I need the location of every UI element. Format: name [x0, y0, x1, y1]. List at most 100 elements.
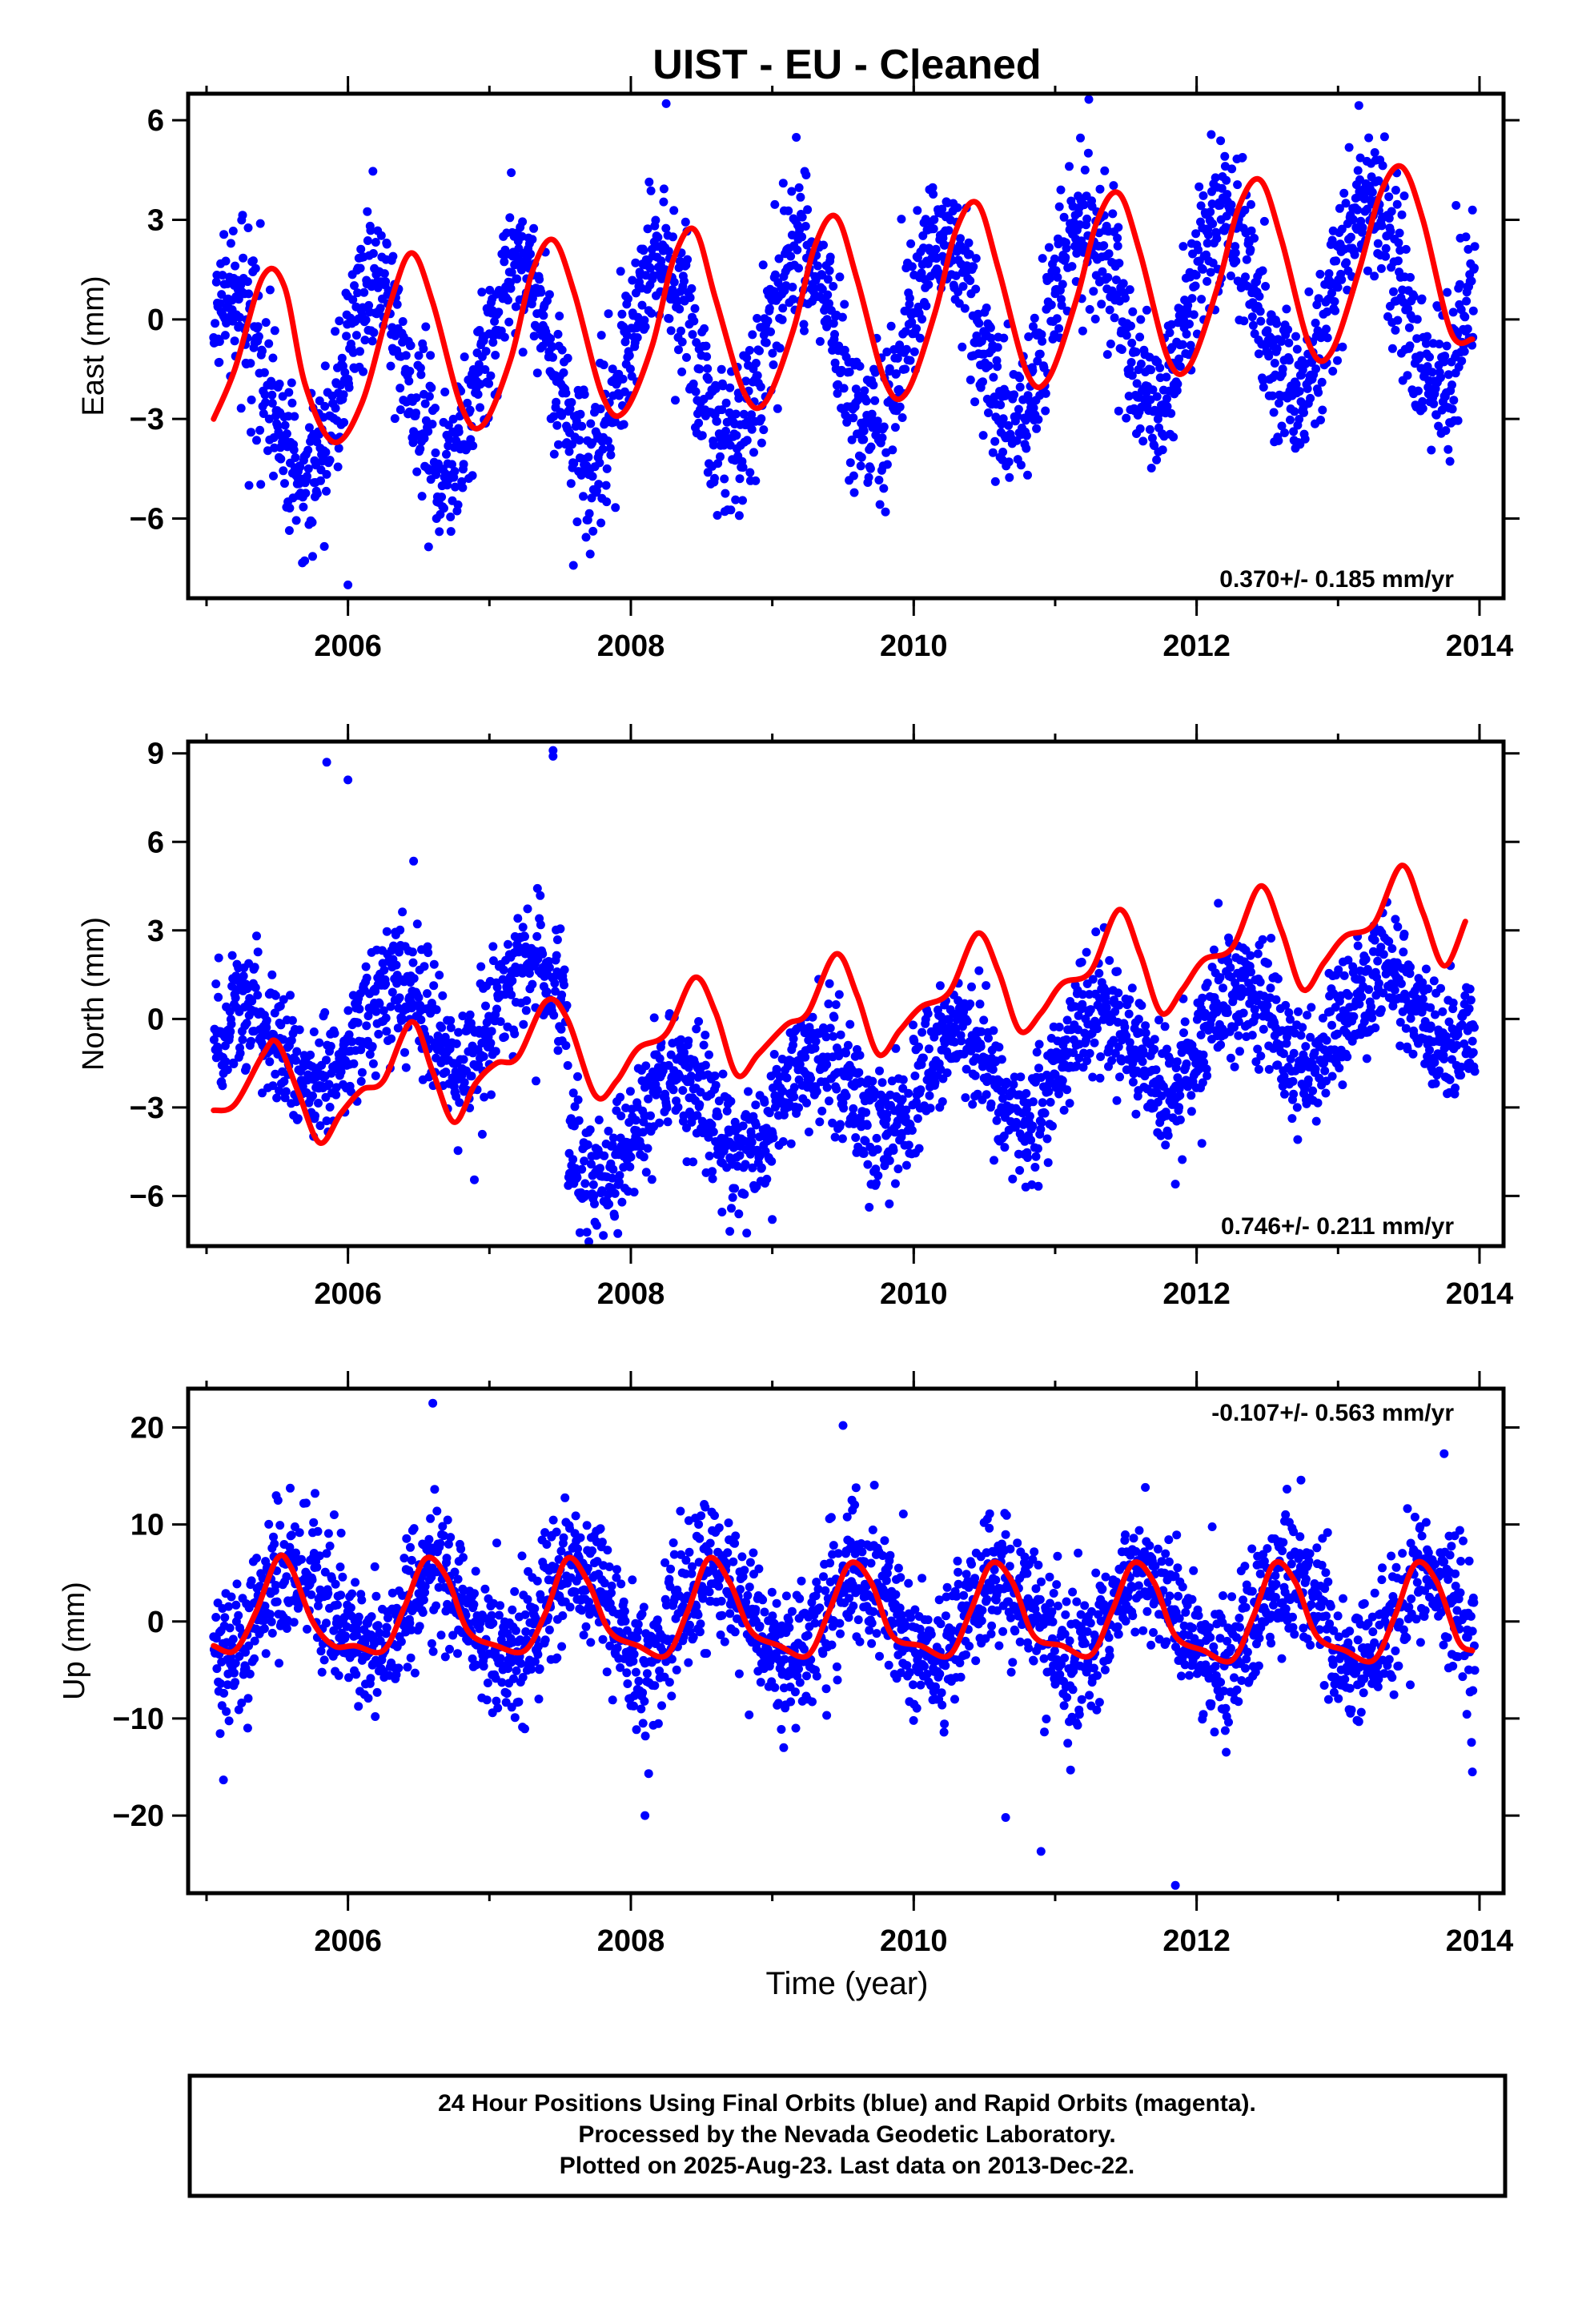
data-point	[1146, 365, 1156, 375]
data-point	[653, 232, 663, 242]
data-point	[239, 971, 248, 981]
data-point	[1113, 233, 1122, 243]
data-point	[625, 1087, 635, 1096]
data-point	[969, 262, 978, 271]
data-point	[406, 340, 416, 350]
data-point	[552, 951, 561, 960]
data-point	[567, 398, 576, 407]
data-point	[993, 362, 1002, 372]
data-point	[904, 1088, 913, 1098]
data-point	[1289, 1089, 1299, 1099]
data-point	[532, 1076, 540, 1086]
data-point	[875, 500, 885, 509]
data-point	[905, 293, 914, 303]
data-point	[1333, 356, 1342, 365]
data-point	[1089, 287, 1098, 296]
data-point	[1406, 963, 1415, 972]
data-point	[412, 393, 421, 403]
data-point	[549, 412, 559, 421]
data-point	[713, 1112, 723, 1120]
data-point	[359, 287, 369, 297]
data-point	[387, 987, 397, 997]
data-point	[964, 238, 974, 247]
data-point	[770, 199, 780, 209]
data-point	[1286, 415, 1295, 424]
data-point	[702, 352, 712, 361]
data-point	[1377, 221, 1387, 231]
data-point	[355, 263, 365, 273]
data-point	[641, 1168, 651, 1177]
data-point	[970, 397, 980, 407]
data-point	[560, 980, 568, 990]
data-point	[343, 1006, 353, 1015]
data-point	[1311, 364, 1321, 374]
data-point	[1269, 408, 1279, 417]
data-point	[264, 339, 274, 348]
data-point	[745, 346, 754, 355]
data-point	[331, 404, 340, 413]
data-point	[238, 1035, 247, 1044]
data-point	[626, 1152, 636, 1162]
data-point	[1163, 1131, 1173, 1140]
data-point	[374, 1029, 383, 1039]
data-point	[348, 348, 358, 357]
data-point	[1151, 1065, 1161, 1075]
data-point	[1429, 399, 1439, 408]
data-point	[1178, 1155, 1187, 1164]
data-point	[518, 217, 528, 227]
data-point	[830, 1132, 840, 1142]
data-point	[481, 1001, 490, 1011]
data-point	[473, 390, 483, 399]
data-point	[1189, 310, 1199, 320]
data-point	[247, 1036, 255, 1046]
data-point	[1425, 352, 1434, 362]
data-point	[1278, 364, 1287, 374]
data-point	[1333, 283, 1343, 292]
data-point	[1395, 228, 1404, 238]
data-point	[491, 1047, 500, 1056]
data-point	[757, 438, 766, 448]
data-point	[465, 405, 475, 415]
data-point	[1376, 1005, 1386, 1015]
data-point	[721, 398, 731, 408]
data-point	[353, 1018, 363, 1027]
data-point	[465, 1010, 475, 1019]
data-point	[726, 1096, 736, 1106]
data-point	[857, 452, 866, 462]
data-point	[1135, 332, 1145, 342]
data-point	[1255, 307, 1265, 316]
data-point	[307, 517, 317, 527]
data-point	[689, 316, 699, 326]
data-point	[287, 378, 296, 388]
data-point	[966, 375, 975, 384]
data-point	[989, 1026, 998, 1035]
data-point	[477, 1129, 487, 1139]
data-point	[734, 511, 744, 521]
data-point	[1191, 281, 1200, 291]
data-point	[351, 331, 361, 340]
data-point	[1457, 356, 1467, 366]
data-point	[824, 999, 833, 1009]
data-point	[1253, 949, 1263, 959]
data-point	[1255, 977, 1265, 987]
data-point	[778, 304, 788, 313]
data-point	[419, 344, 428, 353]
data-point	[356, 244, 366, 254]
data-point	[228, 227, 238, 235]
data-point	[1399, 191, 1409, 201]
data-point	[326, 1042, 335, 1051]
data-point	[284, 388, 294, 397]
data-point	[484, 379, 494, 388]
data-point	[1082, 947, 1091, 957]
data-point	[544, 290, 554, 300]
data-point	[231, 993, 240, 1003]
data-point	[314, 1099, 323, 1108]
data-point	[774, 254, 784, 263]
data-point	[429, 981, 439, 991]
data-point	[1246, 951, 1255, 960]
data-point	[797, 212, 807, 222]
data-point	[1282, 304, 1291, 314]
data-point	[1259, 383, 1268, 392]
data-point	[1427, 445, 1436, 455]
